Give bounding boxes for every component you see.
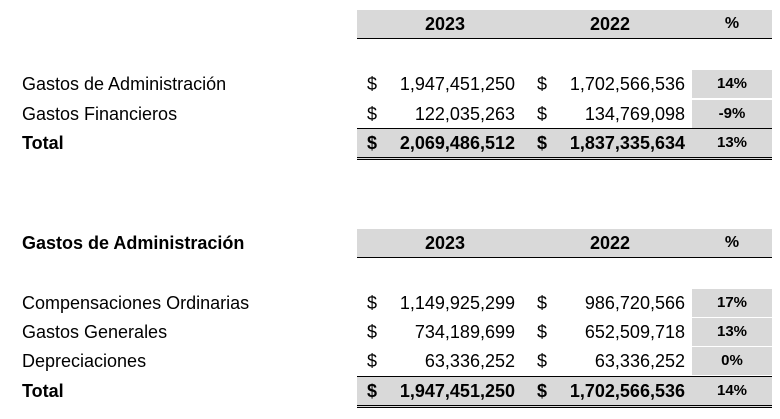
table2-header-pct: % bbox=[724, 234, 740, 251]
table1-total-band bbox=[357, 128, 772, 160]
pct-change: 17% bbox=[692, 289, 772, 317]
table2-header-2023: 2023 bbox=[424, 233, 466, 253]
value-2022: 134,769,098 bbox=[584, 104, 685, 124]
value-2023: 122,035,263 bbox=[414, 104, 515, 124]
total-pct: 14% bbox=[716, 382, 748, 399]
currency-symbol: $ bbox=[537, 133, 548, 153]
currency-symbol: $ bbox=[367, 322, 378, 342]
value-2022: 652,509,718 bbox=[584, 322, 685, 342]
table2-header-band bbox=[357, 229, 772, 258]
currency-symbol: $ bbox=[537, 104, 548, 124]
total-pct: 13% bbox=[716, 134, 748, 151]
pct-change: -9% bbox=[692, 100, 772, 128]
currency-symbol: $ bbox=[367, 351, 378, 371]
total-label: Total bbox=[22, 133, 64, 153]
value-2023: 734,189,699 bbox=[414, 322, 515, 342]
row-label: Gastos de Administración bbox=[22, 74, 227, 94]
total-2022: 1,837,335,634 bbox=[569, 133, 685, 153]
currency-symbol: $ bbox=[367, 74, 378, 94]
table1-header-band bbox=[357, 10, 772, 39]
currency-symbol: $ bbox=[537, 322, 548, 342]
total-2022: 1,702,566,536 bbox=[569, 381, 685, 401]
currency-symbol: $ bbox=[537, 74, 548, 94]
row-label: Depreciaciones bbox=[22, 351, 147, 371]
row-label: Compensaciones Ordinarias bbox=[22, 293, 250, 313]
table1-header-2022: 2022 bbox=[589, 14, 631, 34]
value-2023: 1,947,451,250 bbox=[399, 74, 515, 94]
table2-total-band bbox=[357, 376, 772, 408]
table1-header-2023: 2023 bbox=[424, 14, 466, 34]
total-label: Total bbox=[22, 381, 64, 401]
row-label: Gastos Generales bbox=[22, 322, 168, 342]
table2-title: Gastos de Administración bbox=[22, 233, 245, 253]
currency-symbol: $ bbox=[367, 381, 378, 401]
value-2022: 63,336,252 bbox=[594, 351, 685, 371]
table2-header-2022: 2022 bbox=[589, 233, 631, 253]
row-label: Gastos Financieros bbox=[22, 104, 178, 124]
value-2022: 1,702,566,536 bbox=[569, 74, 685, 94]
value-2023: 63,336,252 bbox=[424, 351, 515, 371]
table1-header-pct: % bbox=[724, 15, 740, 32]
currency-symbol: $ bbox=[367, 133, 378, 153]
value-2022: 986,720,566 bbox=[584, 293, 685, 313]
currency-symbol: $ bbox=[537, 351, 548, 371]
currency-symbol: $ bbox=[367, 104, 378, 124]
total-2023: 2,069,486,512 bbox=[399, 133, 515, 153]
value-2023: 1,149,925,299 bbox=[399, 293, 515, 313]
pct-change: 0% bbox=[692, 347, 772, 375]
currency-symbol: $ bbox=[367, 293, 378, 313]
pct-change: 13% bbox=[692, 318, 772, 346]
total-2023: 1,947,451,250 bbox=[399, 381, 515, 401]
currency-symbol: $ bbox=[537, 381, 548, 401]
currency-symbol: $ bbox=[537, 293, 548, 313]
pct-change: 14% bbox=[692, 70, 772, 98]
